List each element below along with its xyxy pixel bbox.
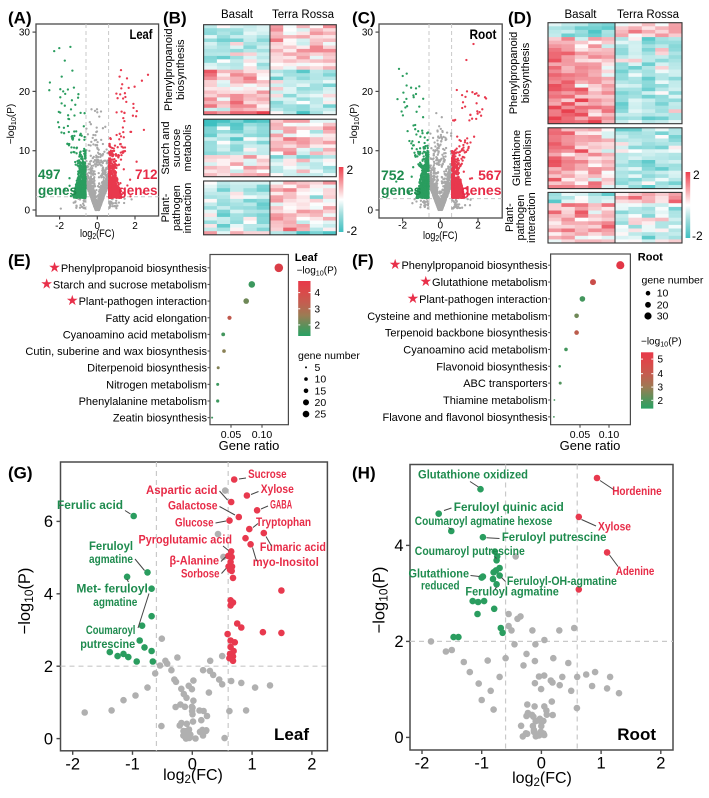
svg-text:0: 0: [24, 206, 30, 217]
svg-text:-2: -2: [55, 221, 64, 232]
svg-text:10: 10: [19, 146, 31, 157]
svg-text:(A): (A): [8, 9, 32, 28]
svg-text:712: 712: [135, 167, 158, 182]
svg-text:genes: genes: [118, 183, 157, 198]
svg-text:2: 2: [132, 221, 138, 232]
svg-text:genes: genes: [38, 183, 77, 198]
svg-text:30: 30: [19, 28, 31, 39]
svg-text:497: 497: [38, 167, 61, 182]
svg-text:log2(FC): log2(FC): [80, 228, 115, 241]
svg-text:20: 20: [19, 87, 31, 98]
svg-text:(C): (C): [352, 9, 376, 28]
svg-text:Leaf: Leaf: [130, 26, 153, 42]
